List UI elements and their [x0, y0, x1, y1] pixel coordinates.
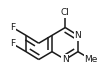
Text: F: F [10, 23, 15, 32]
Text: N: N [75, 31, 81, 40]
Text: F: F [10, 39, 15, 48]
Text: Me: Me [84, 55, 98, 64]
Text: Cl: Cl [61, 8, 70, 17]
Text: N: N [62, 55, 69, 64]
